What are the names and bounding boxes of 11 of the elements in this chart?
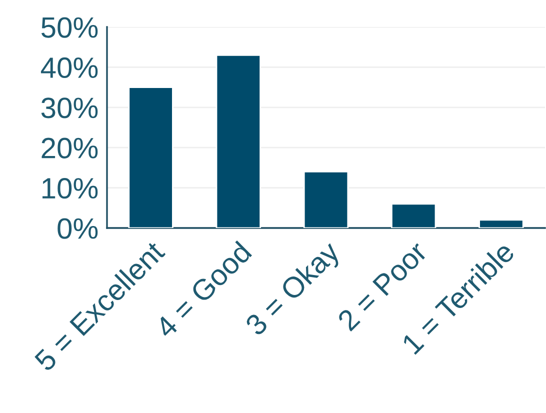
y-tick-label: 30% xyxy=(41,98,98,118)
y-tick-label: 50% xyxy=(41,17,98,38)
bar xyxy=(391,203,436,228)
y-tick-label: 0% xyxy=(58,218,98,239)
bar xyxy=(216,54,261,228)
y-tick-label: 20% xyxy=(42,138,98,158)
y-tick-label: 40% xyxy=(40,57,98,78)
bar xyxy=(128,86,174,228)
bar xyxy=(478,219,524,228)
y-tick-label: 10% xyxy=(42,178,98,199)
bar xyxy=(303,171,349,228)
